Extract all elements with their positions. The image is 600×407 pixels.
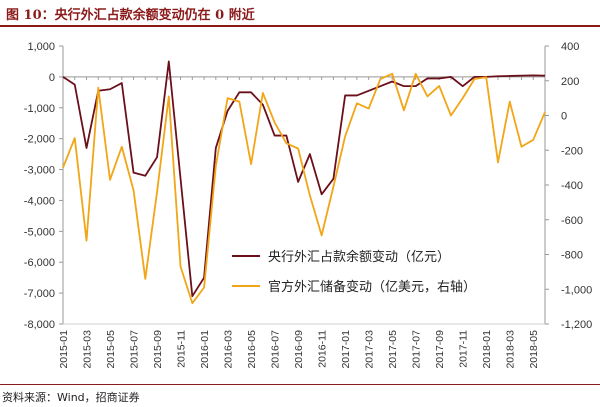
right-y-tick-label: -400 bbox=[561, 180, 583, 192]
right-y-tick-label: -200 bbox=[561, 145, 583, 157]
x-tick-label: 2017-01 bbox=[340, 330, 352, 369]
x-tick-label: 2015-07 bbox=[129, 330, 141, 369]
left-y-tick-label: -5,000 bbox=[24, 226, 55, 238]
title-bar: 图 10：央行外汇占款余额变动仍在 0 附近 bbox=[0, 0, 600, 27]
x-tick-label: 2017-07 bbox=[411, 330, 423, 369]
left-y-tick-label: -1,000 bbox=[24, 103, 55, 115]
x-tick-label: 2016-05 bbox=[246, 330, 258, 369]
right-y-tick-label: -800 bbox=[561, 250, 583, 262]
x-tick-label: 2016-11 bbox=[317, 330, 329, 368]
chart-svg: 1,000 0 -1,000 -2,000 -3,000 -4,000 -5,000 -6,0… bbox=[24, 41, 592, 369]
x-tick-label: 2016-03 bbox=[223, 330, 235, 369]
x-tick-label: 2015-05 bbox=[105, 330, 117, 369]
legend-label: 官方外汇储备变动（亿美元，右轴） bbox=[268, 279, 476, 294]
legend-label: 央行外汇占款余额变动（亿元） bbox=[268, 249, 450, 264]
x-tick-label: 2017-11 bbox=[458, 330, 470, 368]
footer-divider bbox=[0, 384, 600, 385]
series-line-official bbox=[62, 72, 546, 305]
x-tick-label: 2018-03 bbox=[505, 330, 517, 369]
x-tick-label: 2016-09 bbox=[293, 330, 305, 369]
x-tick-label: 2016-01 bbox=[199, 330, 211, 369]
left-y-tick-label: -8,000 bbox=[24, 319, 55, 331]
source-note: 资料来源：Wind，招商证券 bbox=[2, 391, 140, 404]
x-tick-label: 2017-09 bbox=[434, 330, 446, 369]
left-y-tick-label: 0 bbox=[49, 72, 55, 84]
x-tick-label: 2018-05 bbox=[528, 330, 540, 369]
left-y-tick-label: 1,000 bbox=[27, 41, 55, 53]
title-divider bbox=[0, 25, 600, 27]
series-line-pboc bbox=[62, 60, 546, 298]
left-y-tick-label: -3,000 bbox=[24, 165, 55, 177]
right-y-tick-label: 0 bbox=[561, 111, 567, 123]
right-y-tick-label: -1,200 bbox=[561, 319, 592, 331]
left-y-tick-label: -7,000 bbox=[24, 288, 55, 300]
right-y-tick-label: -600 bbox=[561, 215, 583, 227]
left-y-tick-label: -6,000 bbox=[24, 257, 55, 269]
chart-title: 图 10：央行外汇占款余额变动仍在 0 附近 bbox=[6, 8, 255, 23]
x-tick-label: 2017-03 bbox=[364, 330, 376, 369]
x-tick-label: 2017-05 bbox=[387, 330, 399, 369]
x-tick-label: 2015-11 bbox=[176, 330, 188, 368]
x-tick-label: 2016-07 bbox=[270, 330, 282, 369]
x-tick-label: 2015-03 bbox=[82, 330, 94, 369]
left-y-tick-label: -2,000 bbox=[24, 134, 55, 146]
x-tick-label: 2015-09 bbox=[152, 330, 164, 369]
x-tick-label: 2015-01 bbox=[58, 330, 70, 369]
right-y-tick-label: 400 bbox=[561, 41, 579, 53]
x-tick-label: 2018-01 bbox=[481, 330, 493, 369]
right-y-tick-label: -1,000 bbox=[561, 284, 592, 296]
left-y-tick-label: -4,000 bbox=[24, 195, 55, 207]
right-y-tick-label: 200 bbox=[561, 76, 579, 88]
